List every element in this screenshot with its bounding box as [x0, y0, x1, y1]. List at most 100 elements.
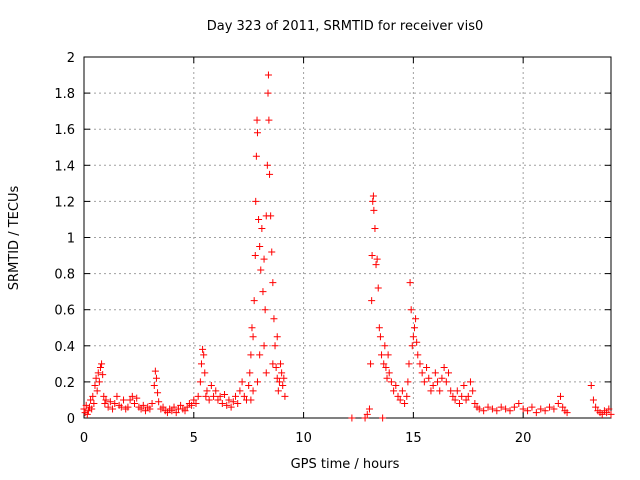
data-point	[221, 391, 229, 399]
y-tick-label: 0.8	[54, 268, 75, 283]
data-point	[559, 403, 567, 411]
data-point	[154, 389, 162, 397]
data-point	[190, 396, 198, 404]
data-point	[554, 400, 562, 408]
data-point	[460, 382, 468, 390]
data-point	[109, 405, 117, 413]
data-point	[528, 403, 536, 411]
data-point	[87, 396, 95, 404]
grid	[84, 57, 611, 418]
data-point	[281, 392, 289, 400]
chart-title: Day 323 of 2011, SRMTID for receiver vis…	[207, 19, 484, 34]
data-point	[84, 407, 92, 415]
data-point	[369, 192, 377, 200]
data-point	[113, 392, 121, 400]
data-point	[277, 360, 285, 368]
data-point	[275, 378, 283, 386]
data-point	[427, 387, 435, 395]
data-point	[106, 398, 114, 406]
data-point	[598, 410, 606, 418]
data-point	[216, 392, 224, 400]
data-point	[271, 342, 279, 350]
data-point	[104, 403, 112, 411]
data-point	[201, 369, 209, 377]
data-point	[532, 409, 540, 417]
data-point	[462, 396, 470, 404]
data-point	[83, 410, 91, 418]
data-point	[152, 374, 160, 382]
data-point	[414, 351, 422, 359]
data-point	[249, 387, 257, 395]
data-point	[480, 407, 488, 415]
data-point	[269, 360, 277, 368]
data-point	[378, 351, 386, 359]
data-point	[379, 414, 387, 422]
data-point	[137, 405, 145, 413]
data-point	[139, 401, 147, 409]
data-point	[253, 129, 261, 137]
data-point	[403, 392, 411, 400]
data-point	[181, 407, 189, 415]
data-point	[260, 255, 268, 263]
data-points	[80, 71, 615, 422]
data-point	[205, 396, 213, 404]
data-point	[368, 252, 376, 260]
data-point	[420, 378, 428, 386]
data-point	[607, 410, 615, 418]
data-point	[257, 266, 265, 274]
data-point	[260, 342, 268, 350]
y-axis-label: SRMTID / TECUs	[7, 186, 22, 291]
data-point	[102, 396, 110, 404]
data-point	[387, 378, 395, 386]
data-point	[541, 407, 549, 415]
data-point	[92, 374, 100, 382]
data-point	[128, 392, 136, 400]
data-point	[449, 392, 457, 400]
data-point	[447, 387, 455, 395]
data-point	[375, 324, 383, 332]
plot-frame	[83, 56, 612, 419]
data-point	[268, 248, 276, 256]
data-point	[261, 306, 269, 314]
data-point	[194, 392, 202, 400]
data-point	[442, 378, 450, 386]
y-tick-label: 1.8	[54, 87, 75, 102]
data-point	[440, 363, 448, 371]
data-point	[270, 315, 278, 323]
y-tick-label: 1.2	[54, 195, 75, 210]
y-tick-label: 1.4	[54, 159, 75, 174]
data-point	[592, 403, 600, 411]
data-point	[412, 315, 420, 323]
data-point	[455, 400, 463, 408]
data-point	[229, 398, 237, 406]
data-point	[394, 392, 402, 400]
y-tick-label: 0	[67, 412, 75, 427]
x-tick-label: 10	[295, 431, 312, 446]
data-point	[159, 403, 167, 411]
data-point	[348, 414, 356, 422]
data-point	[425, 374, 433, 382]
data-point	[202, 392, 210, 400]
data-point	[100, 392, 108, 400]
data-point	[203, 387, 211, 395]
y-tick-label: 2	[67, 51, 75, 66]
data-point	[410, 324, 418, 332]
data-point	[249, 333, 257, 341]
data-point	[252, 152, 260, 160]
data-point	[280, 374, 288, 382]
data-point	[212, 387, 220, 395]
data-point	[246, 369, 254, 377]
data-point	[401, 400, 409, 408]
data-point	[251, 252, 259, 260]
data-point	[273, 374, 281, 382]
data-point	[133, 394, 141, 402]
y-tick-label: 1	[67, 232, 75, 247]
data-point	[245, 382, 253, 390]
data-point	[150, 382, 158, 390]
data-point	[510, 403, 518, 411]
data-point	[225, 396, 233, 404]
data-point	[587, 382, 595, 390]
data-point	[405, 360, 413, 368]
data-point	[214, 396, 222, 404]
data-point	[262, 369, 270, 377]
